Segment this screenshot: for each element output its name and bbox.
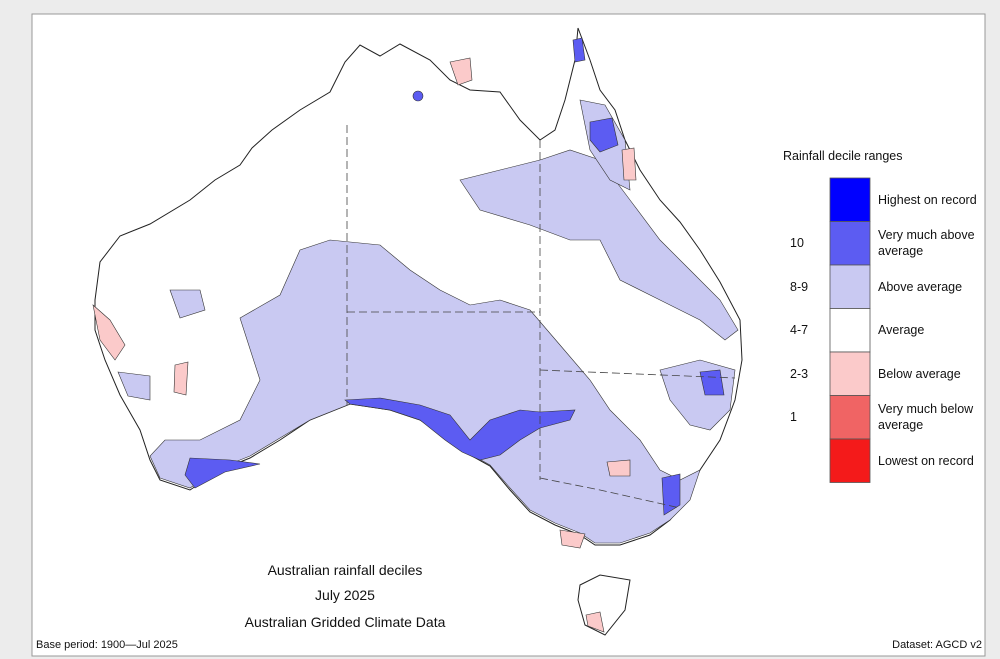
very-much-above-region	[661, 473, 681, 516]
very-much-above-region	[412, 90, 424, 102]
legend-label: Very much below average	[878, 402, 974, 433]
below-average-region	[585, 611, 605, 633]
below-average-region	[92, 304, 126, 361]
legend-swatch	[829, 177, 871, 222]
below-average-region	[559, 529, 586, 549]
very-much-above-region	[184, 457, 261, 489]
legend-range: 2-3	[790, 366, 809, 381]
above-average-region	[169, 289, 206, 319]
below-average-region	[606, 459, 631, 477]
very-much-above-region	[589, 117, 619, 153]
below-average-region	[449, 57, 473, 86]
legend-range: 4-7	[790, 323, 809, 338]
legend-swatch	[829, 351, 871, 396]
legend-swatch	[829, 438, 871, 483]
legend	[829, 177, 871, 483]
map-period: July 2025	[315, 587, 375, 603]
legend-swatch	[829, 395, 871, 440]
legend-range: 1	[790, 410, 797, 425]
base-period: Base period: 1900—Jul 2025	[36, 639, 178, 651]
above-average-region	[459, 149, 739, 341]
legend-label: Above average	[878, 279, 963, 294]
below-average-region	[621, 147, 637, 181]
very-much-above-region	[572, 37, 586, 63]
legend-label: Average	[878, 323, 925, 338]
legend-label: Below average	[878, 366, 961, 381]
legend-title: Rainfall decile ranges	[783, 149, 903, 163]
below-average-region	[173, 361, 189, 396]
state-border	[539, 477, 681, 509]
very-much-above-region	[344, 397, 576, 461]
map-title: Australian rainfall deciles	[267, 562, 423, 578]
legend-label: Very much above average	[878, 228, 975, 259]
state-border	[539, 369, 736, 379]
dataset: Dataset: AGCD v2	[892, 639, 982, 651]
legend-range: 8-9	[790, 279, 809, 294]
legend-label: Lowest on record	[878, 453, 974, 468]
state-borders	[346, 125, 736, 509]
above-average-region	[117, 371, 151, 401]
legend-swatch	[829, 308, 871, 353]
legend-swatch	[829, 221, 871, 266]
map-source: Australian Gridded Climate Data	[244, 614, 446, 630]
very-much-above-region	[699, 369, 725, 396]
legend-label: Highest on record	[878, 192, 977, 207]
legend-swatch	[829, 264, 871, 309]
legend-range: 10	[790, 236, 804, 251]
